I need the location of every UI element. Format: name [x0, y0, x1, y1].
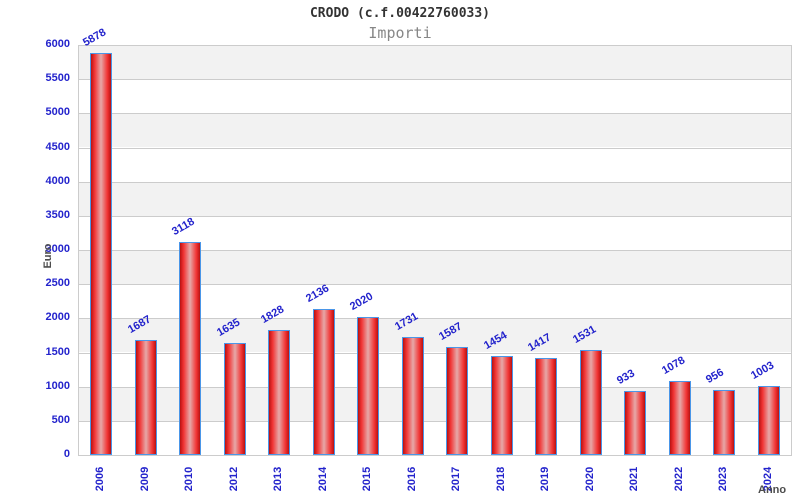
grid-band [79, 113, 791, 148]
y-tick-label-500: 500 [51, 414, 70, 426]
bar-2024 [758, 386, 780, 455]
bar-2017 [446, 347, 468, 455]
y-tick-label-5000: 5000 [45, 106, 70, 118]
chart-title: CRODO (c.f.00422760033) [309, 6, 490, 21]
x-tick-label-2013: 2013 [272, 466, 284, 492]
grid-band [79, 147, 791, 182]
bar-2013 [268, 330, 290, 455]
bar-2012 [224, 343, 246, 455]
grid-band [79, 45, 791, 80]
x-tick-label-2019: 2019 [539, 466, 551, 492]
x-tick-label-2009: 2009 [139, 466, 151, 492]
grid-band [79, 181, 791, 216]
bar-2021 [624, 391, 646, 455]
x-tick-label-2018: 2018 [495, 466, 507, 492]
y-tick-label-6000: 6000 [45, 38, 70, 50]
bar-2023 [713, 390, 735, 455]
bar-2009 [135, 340, 157, 455]
x-tick-label-2022: 2022 [673, 466, 685, 492]
x-tick-label-2012: 2012 [228, 466, 240, 492]
bar-2010 [179, 242, 201, 455]
bar-2016 [402, 337, 424, 455]
x-tick-label-2010: 2010 [183, 466, 195, 492]
x-tick-label-2014: 2014 [317, 466, 329, 492]
y-tick-label-3000: 3000 [45, 243, 70, 255]
chart-subtitle: Importi [368, 24, 432, 42]
bar-2006 [90, 53, 112, 455]
y-tick-label-1500: 1500 [45, 346, 70, 358]
x-axis-title: Anno [758, 484, 787, 496]
x-tick-label-2023: 2023 [717, 466, 729, 492]
x-tick-label-2015: 2015 [361, 466, 373, 492]
y-tick-label-2000: 2000 [45, 311, 70, 323]
bar-2019 [535, 358, 557, 455]
y-tick-label-1000: 1000 [45, 380, 70, 392]
y-axis-title: Euro [42, 243, 54, 269]
x-tick-label-2016: 2016 [406, 466, 418, 492]
x-tick-label-2006: 2006 [94, 466, 106, 492]
y-tick-label-0: 0 [63, 448, 70, 460]
bar-2022 [669, 381, 691, 455]
bar-2020 [580, 350, 602, 455]
grid-band [79, 79, 791, 114]
bar-2014 [313, 309, 335, 455]
plot-area: 5878 1687 3118 1635 1828 2136 2020 1731 1587 1454… [78, 26, 792, 456]
x-tick-label-2021: 2021 [628, 466, 640, 492]
y-tick-label-5500: 5500 [45, 72, 70, 84]
y-tick-label-2500: 2500 [45, 277, 70, 289]
bar-2015 [357, 317, 379, 455]
y-tick-label-3500: 3500 [45, 209, 70, 221]
y-tick-label-4500: 4500 [45, 141, 70, 153]
y-tick-label-4000: 4000 [45, 175, 70, 187]
bar-2018 [491, 356, 513, 455]
x-tick-label-2017: 2017 [450, 466, 462, 492]
x-tick-label-2020: 2020 [584, 466, 596, 492]
